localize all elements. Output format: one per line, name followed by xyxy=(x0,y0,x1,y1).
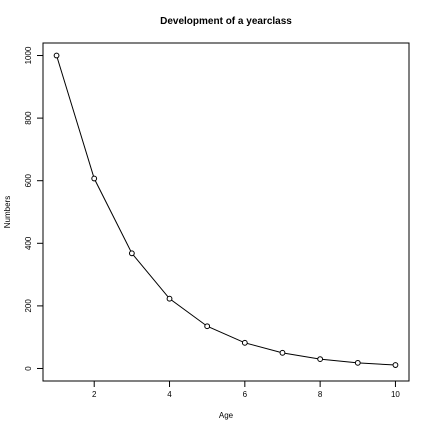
x-tick-label: 2 xyxy=(92,390,97,399)
y-axis-label: Numbers xyxy=(3,196,12,228)
x-axis: 2 4 6 8 10 xyxy=(92,381,400,399)
x-tick-label: 4 xyxy=(167,390,172,399)
plot-frame xyxy=(42,42,410,382)
y-tick-label: 400 xyxy=(24,236,33,250)
data-point xyxy=(392,362,399,368)
y-tick-label: 600 xyxy=(24,173,33,187)
chart-title: Development of a yearclass xyxy=(160,16,292,27)
data-point xyxy=(279,349,286,356)
data-point xyxy=(354,359,361,366)
data-point xyxy=(204,323,211,330)
y-tick-label: 200 xyxy=(24,299,33,313)
data-points xyxy=(53,52,399,368)
x-tick-label: 10 xyxy=(391,390,400,399)
y-tick-label: 1000 xyxy=(24,46,33,64)
x-tick-label: 8 xyxy=(318,390,323,399)
data-point xyxy=(128,250,135,257)
x-axis-label: Age xyxy=(219,411,234,420)
x-tick-label: 6 xyxy=(243,390,248,399)
y-axis: 0 200 400 600 800 1000 xyxy=(24,46,43,371)
y-tick-label: 0 xyxy=(24,366,33,371)
data-point xyxy=(53,52,60,59)
data-point xyxy=(166,295,173,302)
series-line xyxy=(56,55,396,366)
y-tick-label: 800 xyxy=(24,111,33,125)
data-point xyxy=(91,175,98,182)
data-point xyxy=(241,339,248,346)
data-point xyxy=(317,356,324,362)
